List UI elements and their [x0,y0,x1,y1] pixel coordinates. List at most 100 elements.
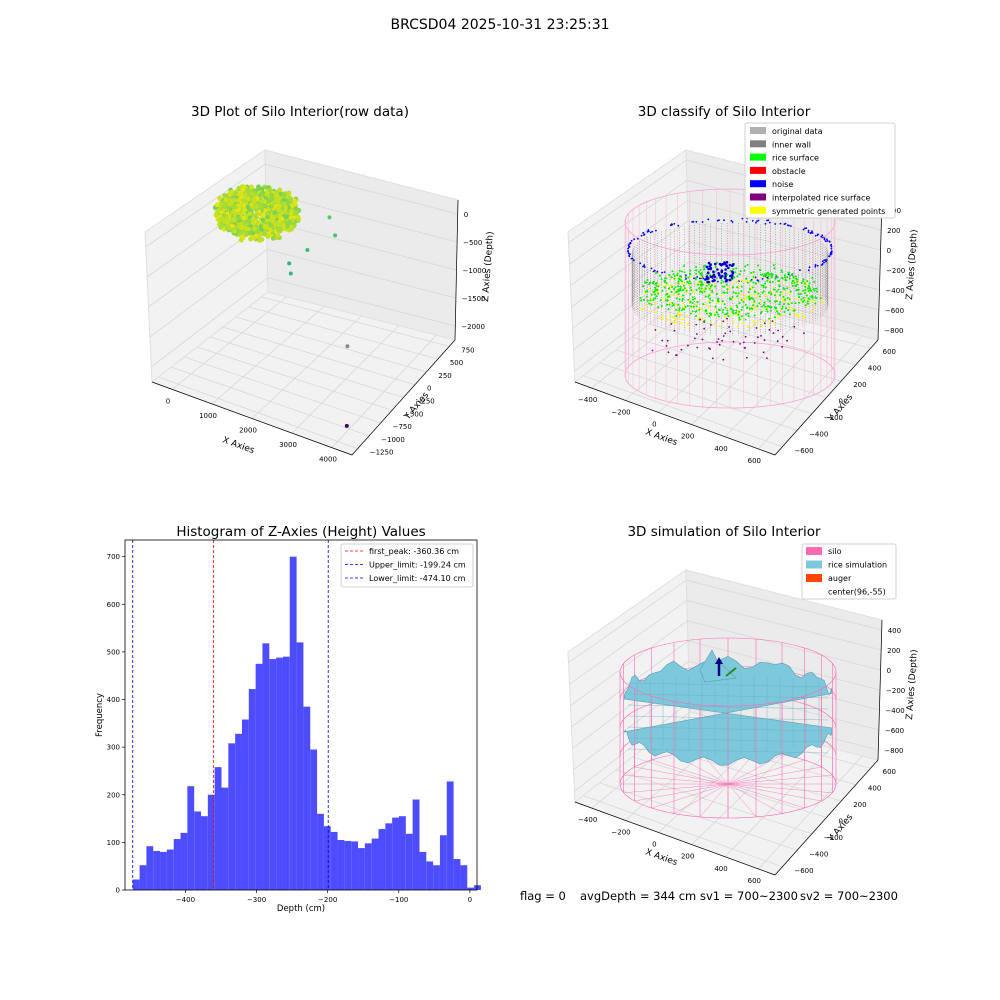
raw-point [219,223,224,229]
noise-point [650,267,653,270]
rice-surface-point [768,317,771,320]
rice-surface-point [653,293,656,296]
rice-surface-point [722,280,725,283]
p3-legend: first_peak: -360.36 cm Upper_limit: -199.… [340,543,474,588]
auger-marker [715,657,737,677]
symmetric-point [668,302,671,304]
rice-surface-point [731,295,734,298]
symmetric-point [781,291,784,294]
rice-surface-point [652,291,655,294]
symmetric-point [802,313,805,316]
rice-surface-point [677,282,680,285]
interpolated-point [781,335,784,338]
symmetric-point [759,300,762,303]
rice-surface-point [695,314,698,317]
rice-surface-point [677,288,680,291]
symmetric-point [705,303,708,306]
raw-point [277,212,282,218]
symmetric-point [744,280,747,283]
histogram-bar [132,879,140,890]
rice-surface-point [799,292,802,295]
symmetric-point [680,321,683,324]
histogram-bar [439,835,447,890]
rice-surface-point [746,306,749,309]
noise-point [779,222,782,225]
symmetric-point [699,307,702,310]
noise-point [724,274,727,278]
p1-xtick: 2000 [239,427,257,435]
interpolated-point [722,358,725,361]
rice-surface-point [758,302,761,305]
noise-point [713,275,717,279]
raw-point [243,195,249,200]
noise-point [642,231,645,234]
histogram-bar [398,816,406,890]
rice-surface-point [716,293,718,295]
rice-surface-point [642,298,645,301]
histogram-bar [282,656,290,890]
noise-point [707,267,710,271]
rice-surface-point [748,295,751,298]
sv1-text: sv1 = 700~2300 [700,889,798,903]
rice-surface-point [714,265,717,268]
histogram-bar [235,733,242,890]
p1-xtick: 1000 [199,412,217,420]
rice-surface-point [813,280,816,283]
outlier-point [327,215,332,220]
interpolated-point [651,349,654,352]
rice-surface-point [703,265,705,268]
raw-point [275,193,280,199]
p4-silo-floor-spoke [727,783,805,809]
rice-surface-point [804,292,806,294]
p3-ytick: 400 [107,696,120,704]
raw-point [275,233,281,239]
noise-point [741,217,744,220]
raw-point [265,234,271,239]
rice-surface-point [779,291,782,294]
symmetric-point [787,306,790,309]
panel3-title: Histogram of Z-Axies (Height) Values [176,524,426,540]
histogram-bar [180,832,188,890]
rice-surface-point [784,279,787,281]
rice-surface-point [752,271,755,274]
rice-surface-point [754,291,757,294]
rice-surface-point [757,280,760,283]
interpolated-point [729,330,732,333]
rice-surface-point [802,280,805,283]
rice-surface-point [757,264,760,267]
rice-surface-point [779,294,782,296]
interpolated-point [757,336,759,339]
symmetric-point [783,300,786,303]
raw-point [254,204,259,209]
rice-surface-point [689,273,692,276]
raw-point [262,203,268,209]
p4-silo-floor-spoke [727,783,833,793]
histogram-bar [364,843,372,890]
p4-silo-floor-spoke [727,783,757,817]
symmetric-point [675,304,678,307]
rice-surface-point [665,277,667,280]
raw-point [246,191,252,197]
rice-surface-point [709,285,712,288]
p4-legend-label: center(96,-55) [828,588,886,597]
rice-surface-point [807,287,810,290]
rice-surface-point [682,284,685,287]
rice-surface-point [645,295,648,298]
rice-surface-point [699,290,702,293]
rice-surface-point [735,309,738,312]
rice-surface-point [724,306,727,309]
p1-ytick: 250 [438,372,451,380]
p3-xtick: −200 [318,896,337,904]
p4-silo-floor-spoke [699,783,729,817]
rice-surface-point [735,267,738,270]
rice-surface-point [785,307,788,310]
rice-surface-point [663,286,666,289]
symmetric-point [750,285,753,288]
symmetric-point [720,302,723,305]
noise-point [627,250,629,253]
rice-surface-point [783,311,786,313]
interpolated-point [673,329,676,332]
noise-point [708,265,712,268]
rice-surface-point [690,305,693,308]
rice-surface-point [741,306,744,309]
